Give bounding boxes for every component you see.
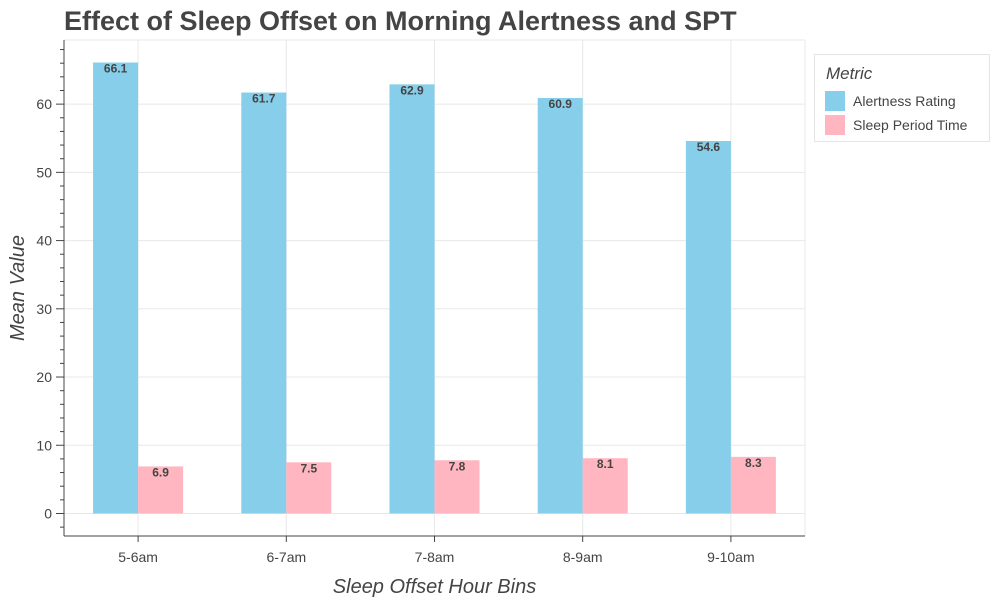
chart-title: Effect of Sleep Offset on Morning Alertn… [64,6,737,36]
data-label: 66.1 [104,62,128,76]
bar-alertness [537,97,583,514]
legend-item-spt: Sleep Period Time [825,115,967,135]
data-label: 61.7 [252,92,276,106]
y-tick-label: 60 [36,96,52,112]
y-tick-label: 50 [36,164,52,180]
y-tick-label: 20 [36,369,52,385]
bar-alertness [685,140,731,514]
data-label: 60.9 [549,97,573,111]
bar-alertness [389,84,435,514]
data-label: 6.9 [152,465,169,479]
x-tick-label: 8-9am [563,549,603,565]
y-tick-label: 40 [36,233,52,249]
y-tick-label: 0 [44,505,52,521]
bar-spt [138,466,184,514]
bar-spt [582,458,628,514]
data-label: 54.6 [697,140,721,154]
legend-swatch-spt [825,115,845,135]
data-label: 8.1 [597,457,614,471]
y-axis-title: Mean Value [7,235,29,341]
x-axis-title: Sleep Offset Hour Bins [333,576,536,598]
x-tick-label: 6-7am [266,549,306,565]
bar-spt [434,460,480,514]
bar-alertness [241,92,287,514]
data-label: 7.8 [449,459,466,473]
data-label: 7.5 [300,461,317,475]
bar-spt [286,462,332,514]
data-label: 62.9 [400,83,424,97]
legend-item-alertness: Alertness Rating [825,91,956,111]
y-tick-label: 10 [36,437,52,453]
x-tick-label: 5-6am [118,549,158,565]
legend-swatch-alertness [825,91,845,111]
legend-label-spt: Sleep Period Time [853,117,968,133]
legend-title: Metric [826,64,873,83]
bar-spt [730,456,776,514]
legend: Metric Alertness Rating Sleep Period Tim… [814,54,990,142]
data-label: 8.3 [745,456,762,470]
bar-alertness [93,62,139,514]
y-tick-label: 30 [36,301,52,317]
legend-label-alertness: Alertness Rating [853,93,956,109]
x-tick-label: 9-10am [707,549,754,565]
x-tick-label: 7-8am [415,549,455,565]
